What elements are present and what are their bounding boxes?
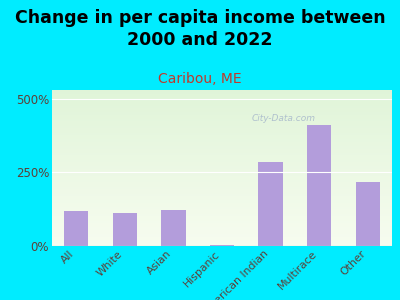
Text: Caribou, ME: Caribou, ME xyxy=(158,72,242,86)
Bar xyxy=(113,213,137,246)
Bar xyxy=(307,125,331,246)
Bar xyxy=(161,210,186,246)
Text: City-Data.com: City-Data.com xyxy=(251,114,315,123)
Bar xyxy=(258,162,283,246)
Bar xyxy=(64,211,88,246)
Bar xyxy=(356,182,380,246)
Bar xyxy=(210,245,234,246)
Text: Change in per capita income between
2000 and 2022: Change in per capita income between 2000… xyxy=(15,9,385,49)
